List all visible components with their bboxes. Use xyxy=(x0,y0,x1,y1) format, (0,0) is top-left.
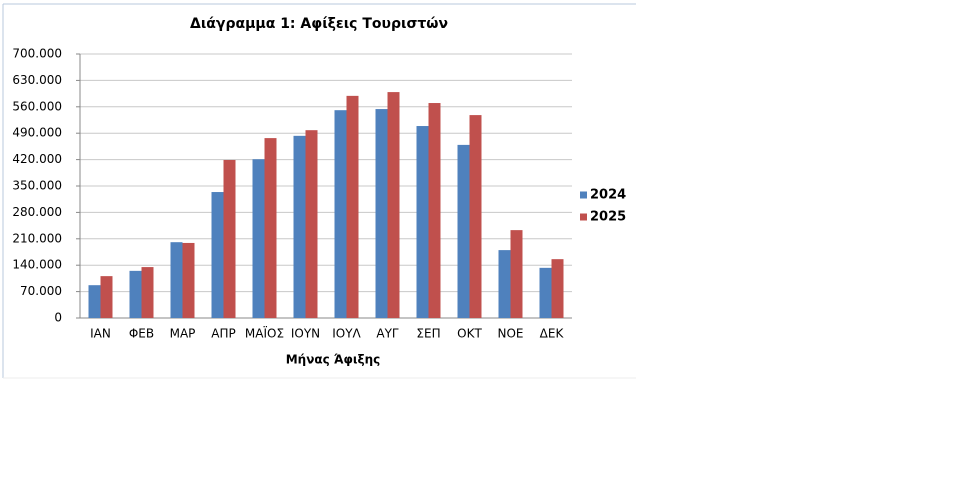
bar xyxy=(375,109,388,318)
x-tick-label: ΑΠΡ xyxy=(211,327,235,341)
y-tick-label: 140.000 xyxy=(12,258,62,272)
x-tick-label: ΜΑΪΟΣ xyxy=(245,326,284,341)
bar xyxy=(141,267,154,318)
bar xyxy=(428,103,441,319)
bar xyxy=(264,138,277,318)
y-tick-label: 700.000 xyxy=(12,47,62,61)
bar xyxy=(510,230,523,318)
x-tick-label: ΜΑΡ xyxy=(170,327,196,341)
y-tick-label: 0 xyxy=(54,311,62,325)
y-tick-label: 280.000 xyxy=(12,205,62,219)
legend-swatch xyxy=(580,213,587,221)
bar xyxy=(416,126,429,318)
bar xyxy=(346,95,359,318)
legend-label: 2024 xyxy=(590,188,626,203)
x-tick-label: ΙΑΝ xyxy=(90,327,111,341)
legend-label: 2025 xyxy=(590,210,626,225)
bar xyxy=(223,159,236,318)
x-axis-title: Μήνας Άφιξης xyxy=(286,353,381,367)
bar xyxy=(129,270,142,318)
bar xyxy=(88,285,101,318)
x-tick-label: ΙΟΥΛ xyxy=(332,327,361,341)
bar xyxy=(334,110,347,319)
y-tick-label: 210.000 xyxy=(12,231,62,245)
y-tick-label: 350.000 xyxy=(12,179,62,193)
legend-swatch xyxy=(580,191,587,199)
y-tick-label: 560.000 xyxy=(12,99,62,113)
bar xyxy=(457,144,470,318)
bar xyxy=(252,159,265,318)
bar xyxy=(170,242,183,318)
bar xyxy=(387,92,400,318)
x-tick-label: ΔΕΚ xyxy=(540,327,565,341)
bar xyxy=(182,242,195,318)
bar xyxy=(100,276,113,318)
x-tick-label: ΣΕΠ xyxy=(416,327,440,341)
y-tick-label: 420.000 xyxy=(12,152,62,166)
y-tick-label: 630.000 xyxy=(12,73,62,87)
x-tick-label: ΑΥΓ xyxy=(376,327,399,341)
bar xyxy=(539,267,552,318)
chart-title: Διάγραμμα 1: Αφίξεις Τουριστών xyxy=(190,16,448,32)
x-tick-label: ΙΟΥΝ xyxy=(291,327,320,341)
bar xyxy=(293,135,306,318)
y-tick-label: 490.000 xyxy=(12,126,62,140)
bar xyxy=(551,259,564,318)
x-tick-label: ΟΚΤ xyxy=(457,327,482,341)
x-tick-label: ΝΟΕ xyxy=(497,327,523,341)
bar xyxy=(305,130,318,318)
y-tick-label: 70.000 xyxy=(20,284,62,298)
bar xyxy=(211,192,224,318)
bar xyxy=(498,250,511,318)
bar xyxy=(469,115,482,319)
x-tick-label: ΦΕΒ xyxy=(129,327,154,341)
